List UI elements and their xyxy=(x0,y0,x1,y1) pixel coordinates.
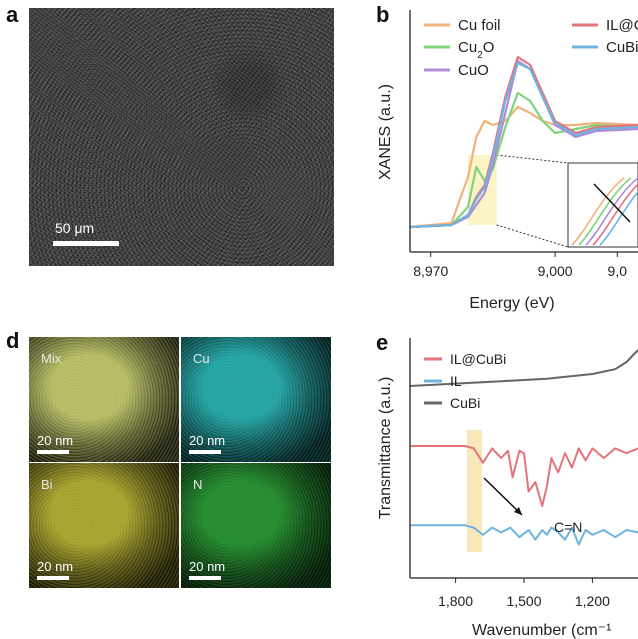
xanes-series-line xyxy=(409,59,638,229)
xanes-legend-label: Cu foil xyxy=(458,17,501,34)
xanes-inset-connector xyxy=(496,224,569,248)
eds-map-scale-bar xyxy=(189,450,221,454)
panel-letter-a: a xyxy=(6,2,19,27)
xanes-series-line xyxy=(409,105,638,229)
xanes-inset-line xyxy=(571,177,625,246)
sem-scale-bar xyxy=(53,241,119,246)
eds-map-scale-bar xyxy=(189,576,221,580)
xanes-inset-line xyxy=(585,177,638,246)
xanes-inset-line xyxy=(578,177,632,246)
ftir-legend-label: IL@CuBi xyxy=(450,351,506,367)
eds-map-scale-bar-label: 20 nm xyxy=(37,559,74,574)
ftir-legend-label: IL xyxy=(450,373,462,389)
xanes-x-tick-label: 9,000 xyxy=(538,263,573,279)
panel-letter-d: d xyxy=(6,328,20,353)
eds-map-label: Bi xyxy=(41,477,53,492)
ftir-series-line xyxy=(409,349,638,387)
xanes-series-line xyxy=(409,61,638,229)
sem-scale-bar-label: 50 μm xyxy=(55,220,95,236)
xanes-inset-line xyxy=(592,183,638,246)
xanes-inset-arrow xyxy=(593,183,631,223)
eds-map-scale-bar-label: 20 nm xyxy=(189,433,226,448)
eds-map-cu: Cu 20 nm xyxy=(181,337,331,462)
sem-texture xyxy=(29,8,334,266)
ftir-x-tick-label: 1,800 xyxy=(438,593,473,609)
xanes-x-tick-label: 9,0 xyxy=(608,263,628,279)
eds-map-label: N xyxy=(193,477,203,492)
ftir-x-tick-label: 1,200 xyxy=(575,593,610,609)
xanes-legend-label: IL@C xyxy=(606,17,638,34)
xanes-y-axis-label: XANES (a.u.) xyxy=(377,84,394,180)
ftir-highlight-band xyxy=(467,430,482,552)
xanes-inset-connector xyxy=(496,154,569,164)
ftir-x-axis-label: Wavenumber (cm⁻¹ xyxy=(472,622,611,639)
eds-map-bi: Bi 20 nm xyxy=(29,463,179,588)
eds-map-mix: Mix 20 nm xyxy=(29,337,179,462)
ftir-series-line xyxy=(410,445,638,507)
eds-map-scale-bar xyxy=(37,450,69,454)
eds-map-scale-bar-label: 20 nm xyxy=(37,433,74,448)
ftir-x-tick-label: 1,500 xyxy=(506,593,541,609)
ftir-annotation-arrowhead xyxy=(514,507,522,515)
xanes-x-axis-label: Energy (eV) xyxy=(469,295,554,312)
eds-map-scale-bar-label: 20 nm xyxy=(189,559,226,574)
ftir-annotation-arrow xyxy=(483,477,523,516)
xanes-legend-label: CuO xyxy=(458,62,489,79)
eds-map-label: Cu xyxy=(193,351,210,366)
ftir-series-line xyxy=(410,524,638,546)
ftir-annotation-cn: C=N xyxy=(554,519,582,535)
panel-letter-b: b xyxy=(376,2,390,27)
eds-map-label: Mix xyxy=(41,351,62,366)
panel-letter-e: e xyxy=(376,330,389,355)
xanes-x-tick-label: 8,970 xyxy=(413,263,448,279)
xanes-legend-label: Cu2O xyxy=(458,39,494,61)
xanes-legend-label: CuBi xyxy=(606,39,638,56)
ftir-y-axis-label: Transmittance (a.u.) xyxy=(377,377,394,520)
xanes-series-line xyxy=(409,91,638,229)
eds-map-scale-bar xyxy=(37,576,69,580)
eds-map-n: N 20 nm xyxy=(181,463,331,588)
ftir-legend-label: CuBi xyxy=(450,395,480,411)
xanes-inset-line xyxy=(599,190,638,246)
sem-image: 50 μm xyxy=(29,8,334,266)
